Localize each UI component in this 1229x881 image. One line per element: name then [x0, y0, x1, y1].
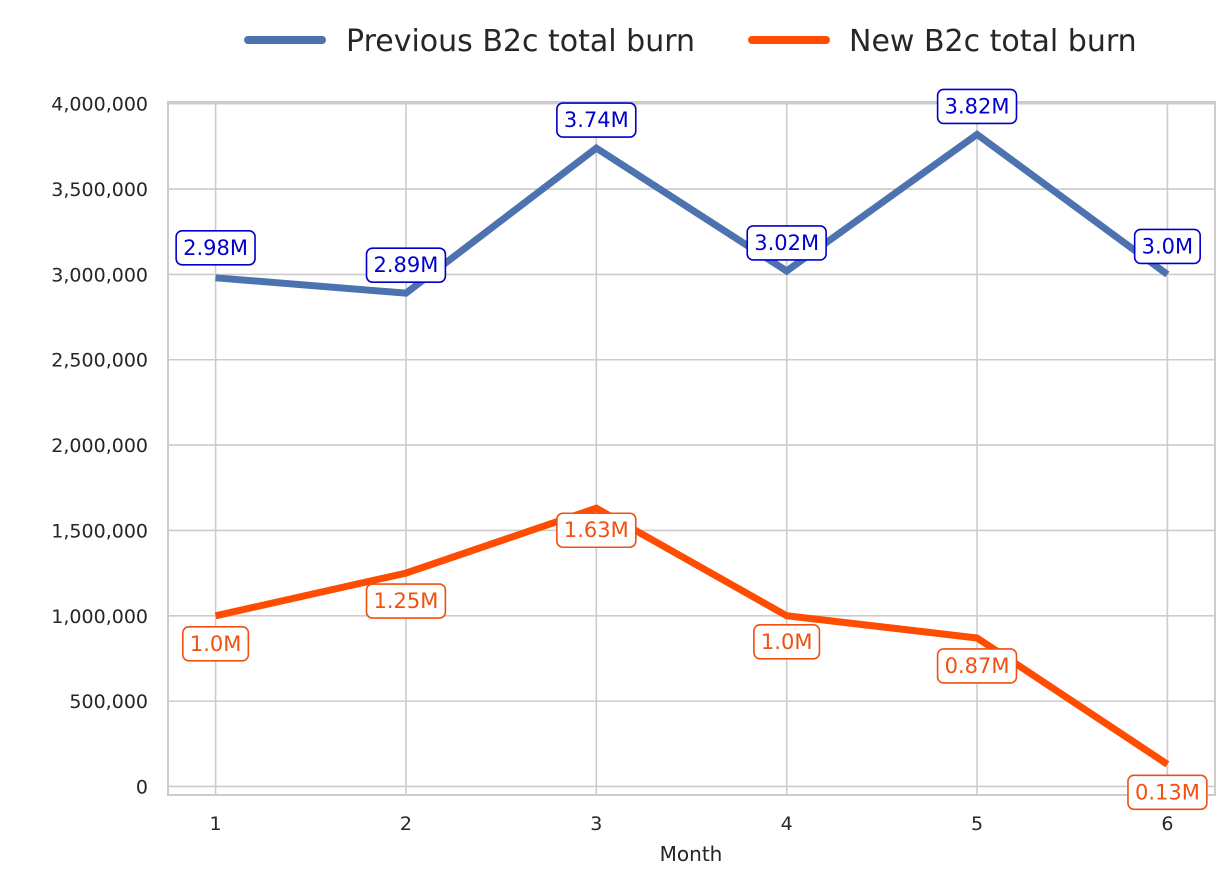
- y-tick-label: 0: [136, 776, 148, 798]
- y-axis: 0 500,000 1,000,000 1,500,000 2,000,000 2,500…: [51, 94, 148, 799]
- data-label-text: 1.0M: [190, 632, 242, 656]
- data-label-box: [936, 648, 1018, 684]
- data-label-box: [753, 623, 821, 660]
- data-label-text: 1.0M: [761, 630, 813, 654]
- x-tick-label: 4: [781, 813, 793, 835]
- y-tick-label: 500,000: [69, 691, 148, 713]
- y-tick-label: 2,500,000: [51, 350, 148, 372]
- data-label-box: [175, 230, 256, 266]
- data-label-text: 3.82M: [945, 94, 1010, 118]
- data-label-box: [182, 625, 250, 662]
- data-label-box: [556, 512, 637, 549]
- data-label: 1.63M: [556, 512, 637, 549]
- data-label-text: 3.0M: [1142, 234, 1194, 258]
- legend-item: Previous B2c total burn: [244, 24, 695, 59]
- data-label: 1.0M: [182, 625, 250, 662]
- grid: [168, 102, 1215, 795]
- series-line-1: [214, 504, 1170, 768]
- data-label-box: [746, 225, 827, 261]
- data-label-box: [556, 102, 637, 138]
- data-label: 3.74M: [556, 102, 637, 138]
- y-tick-label: 1,000,000: [51, 606, 148, 628]
- x-tick-label: 3: [590, 813, 602, 835]
- data-label: 1.25M: [365, 583, 447, 619]
- data-label-text: 3.74M: [564, 108, 629, 132]
- data-label: 2.98M: [175, 230, 256, 266]
- y-tick-label: 3,000,000: [51, 264, 148, 286]
- legend-label: Previous B2c total burn: [346, 24, 695, 59]
- data-label-box: [1127, 774, 1208, 811]
- data-label: 1.0M: [753, 623, 821, 660]
- data-label-text: 1.25M: [374, 589, 439, 613]
- plot-frame: [167, 101, 1216, 796]
- legend-label: New B2c total burn: [849, 24, 1137, 59]
- x-tick-label: 1: [210, 813, 222, 835]
- x-tick-label: 6: [1161, 813, 1173, 835]
- data-label: 0.13M: [1127, 774, 1208, 811]
- y-tick-label: 2,000,000: [51, 435, 148, 457]
- data-label-text: 0.13M: [1135, 780, 1200, 804]
- data-label: 3.82M: [936, 88, 1018, 125]
- data-label-text: 3.02M: [754, 231, 819, 255]
- data-label-text: 1.63M: [564, 518, 629, 542]
- x-tick-label: 5: [971, 813, 983, 835]
- data-label-text: 2.98M: [183, 236, 248, 260]
- y-tick-label: 1,500,000: [51, 520, 148, 542]
- series-line-0: [215, 130, 1170, 297]
- data-label: 3.02M: [746, 225, 827, 261]
- data-label-text: 2.89M: [374, 253, 439, 277]
- x-axis-title: Month: [660, 842, 723, 866]
- legend-item: New B2c total burn: [748, 24, 1137, 59]
- data-label-box: [936, 88, 1018, 125]
- data-label-box: [365, 247, 447, 283]
- data-label-text: 0.87M: [945, 654, 1010, 678]
- data-label: 0.87M: [936, 648, 1018, 684]
- data-label-box: [365, 583, 447, 619]
- data-label: 2.89M: [365, 247, 447, 283]
- data-labels: 2.98M 2.89M 3.74M 3.02M 3.82M 3.0M 1.0M 1.25M 1.…: [175, 88, 1208, 811]
- x-tick-label: 2: [400, 813, 412, 835]
- y-tick-label: 4,000,000: [51, 94, 148, 116]
- legend: Previous B2c total burn New B2c total bur…: [244, 24, 1137, 59]
- y-tick-label: 3,500,000: [51, 179, 148, 201]
- series-lines: [214, 130, 1170, 768]
- data-label-box: [1133, 228, 1201, 265]
- x-axis: 1 2 3 4 5 6: [210, 813, 1174, 835]
- data-label: 3.0M: [1133, 228, 1201, 265]
